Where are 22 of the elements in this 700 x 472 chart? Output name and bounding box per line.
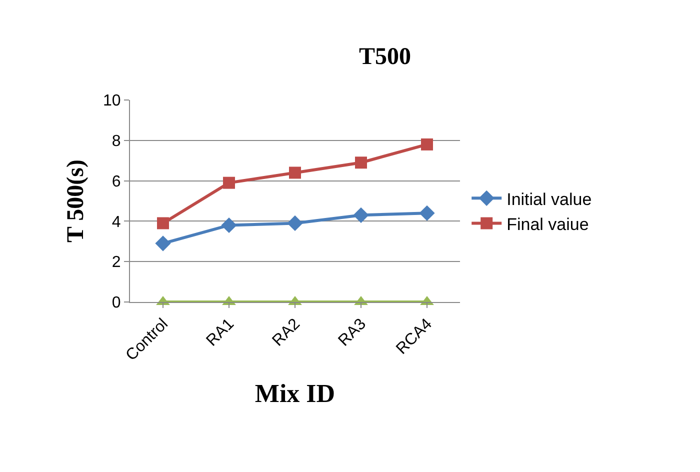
legend-label: Final vaiue: [506, 214, 589, 234]
y-tick-label: 2: [112, 254, 121, 272]
legend-label: Initial value: [506, 190, 592, 209]
point: [157, 217, 169, 230]
point: [355, 156, 367, 169]
point: [287, 215, 303, 232]
y-tick-label: 8: [112, 133, 121, 150]
y-tick-label: 0: [112, 294, 121, 312]
point: [223, 176, 235, 189]
point: [221, 217, 237, 234]
x-tick-label: RA1: [203, 316, 238, 350]
chart-title: T500: [358, 44, 412, 70]
x-axis-title: Mix ID: [254, 378, 336, 408]
point: [353, 207, 369, 223]
y-tick-label: 4: [112, 214, 121, 231]
point: [289, 166, 301, 179]
point: [421, 138, 433, 150]
point: [419, 205, 435, 221]
y-axis-title: T 500(s): [63, 160, 90, 242]
y-tick-label: 10: [103, 92, 121, 110]
point: [155, 236, 171, 252]
y-tick-label: 6: [112, 173, 121, 190]
